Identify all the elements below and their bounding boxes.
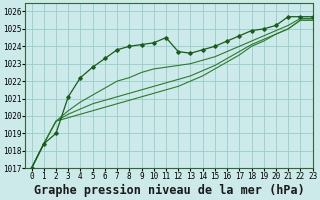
X-axis label: Graphe pression niveau de la mer (hPa): Graphe pression niveau de la mer (hPa) xyxy=(34,184,304,197)
